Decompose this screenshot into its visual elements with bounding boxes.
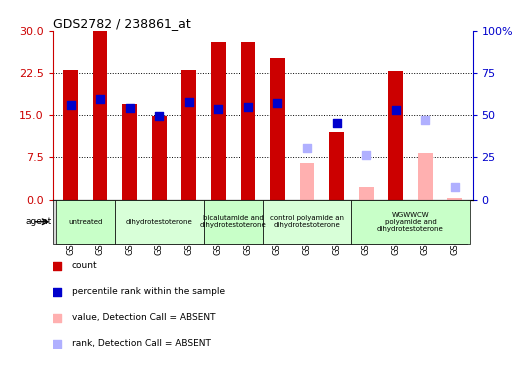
Point — [332, 119, 341, 126]
Point — [273, 100, 281, 106]
Point — [391, 106, 400, 113]
Point — [185, 99, 193, 105]
Bar — [211, 42, 226, 200]
Point — [53, 315, 61, 321]
Bar — [388, 71, 403, 200]
Text: rank, Detection Call = ABSENT: rank, Detection Call = ABSENT — [72, 339, 211, 348]
Bar — [63, 70, 78, 200]
Point — [214, 106, 223, 112]
Point — [303, 146, 311, 152]
Bar — [115, 200, 204, 244]
Point — [126, 105, 134, 111]
Bar — [299, 163, 314, 200]
Point — [362, 152, 370, 158]
Bar — [122, 104, 137, 200]
Text: WGWWCW
polyamide and
dihydrotestoterone: WGWWCW polyamide and dihydrotestoterone — [377, 212, 444, 232]
Bar — [93, 31, 108, 200]
Text: bicalutamide and
dihydrotestoterone: bicalutamide and dihydrotestoterone — [200, 215, 267, 228]
Bar — [241, 42, 256, 200]
Bar — [351, 200, 469, 244]
Text: GDS2782 / 238861_at: GDS2782 / 238861_at — [53, 17, 191, 30]
Bar — [263, 200, 351, 244]
Text: percentile rank within the sample: percentile rank within the sample — [72, 287, 225, 296]
Point — [96, 96, 105, 103]
Point — [53, 289, 61, 295]
Bar — [204, 200, 263, 244]
Point — [53, 341, 61, 347]
Text: dihydrotestoterone: dihydrotestoterone — [126, 219, 193, 225]
Point — [244, 104, 252, 110]
Text: untreated: untreated — [68, 219, 102, 225]
Point — [53, 263, 61, 269]
Text: value, Detection Call = ABSENT: value, Detection Call = ABSENT — [72, 313, 215, 322]
Bar — [56, 200, 115, 244]
Bar — [329, 132, 344, 200]
Text: agent: agent — [26, 217, 52, 226]
Bar — [418, 154, 432, 200]
Point — [421, 117, 429, 123]
Point — [450, 184, 459, 190]
Point — [67, 102, 75, 108]
Point — [155, 113, 164, 119]
Bar — [152, 116, 167, 200]
Bar — [359, 187, 373, 200]
Bar — [182, 70, 196, 200]
Text: count: count — [72, 262, 97, 270]
Bar — [447, 198, 462, 200]
Text: control polyamide an
dihydrotestoterone: control polyamide an dihydrotestoterone — [270, 215, 344, 228]
Bar — [270, 58, 285, 200]
